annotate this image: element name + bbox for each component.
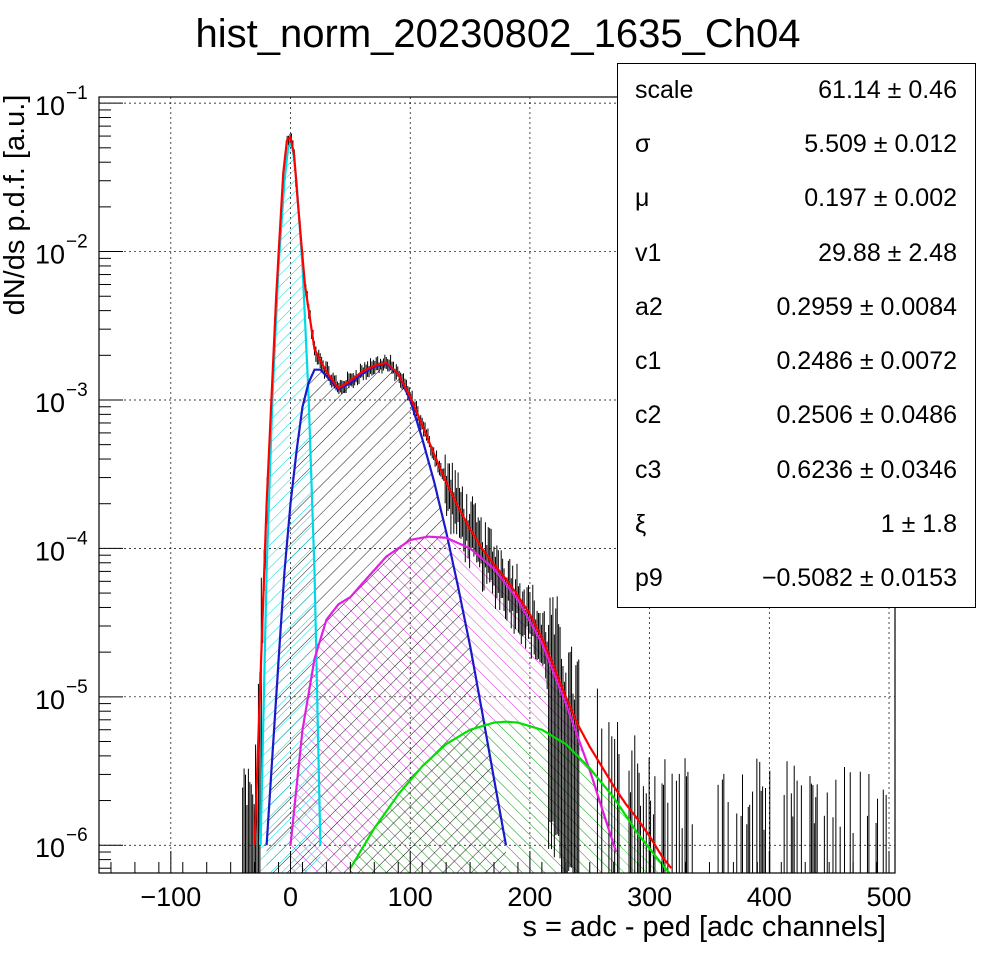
x-axis-label: s = adc - ped [adc channels] xyxy=(522,911,886,943)
fit-curve-line xyxy=(259,141,322,846)
stats-param-name: σ xyxy=(635,130,651,158)
fit-stats-box: scale 61.14 ± 0.46 σ 5.509 ± 0.012 μ 0.1… xyxy=(617,63,976,608)
y-tick-exponent: −6 xyxy=(66,825,88,846)
stats-param-value: 0.197 ± 0.002 xyxy=(804,184,957,212)
stats-param-value: 5.509 ± 0.012 xyxy=(804,130,957,158)
y-tick-exponent: −1 xyxy=(66,83,88,104)
stats-param-name: scale xyxy=(635,76,694,104)
y-tick-label: 10 xyxy=(35,91,65,121)
y-tick-label: 10 xyxy=(35,240,65,270)
y-tick-exponent: −2 xyxy=(66,232,88,253)
fit-curve-line xyxy=(349,720,671,873)
x-tick-label: 100 xyxy=(388,882,433,912)
y-tick-exponent: −5 xyxy=(66,677,88,698)
fit-curve-line xyxy=(289,535,618,853)
stats-param-name: ξ xyxy=(635,510,647,538)
stats-row-scale: scale 61.14 ± 0.46 xyxy=(618,64,975,118)
stats-param-value: 0.2486 ± 0.0072 xyxy=(776,347,957,375)
stats-row-mu: μ 0.197 ± 0.002 xyxy=(618,172,975,226)
stats-row-c1: c1 0.2486 ± 0.0072 xyxy=(618,335,975,389)
y-tick-label: 10 xyxy=(35,685,65,715)
stats-row-a2: a2 0.2959 ± 0.0084 xyxy=(618,281,975,335)
y-tick-label: 10 xyxy=(35,388,65,418)
stats-param-value: 29.88 ± 2.48 xyxy=(818,239,957,267)
stats-row-v1: v1 29.88 ± 2.48 xyxy=(618,227,975,281)
stats-row-sigma: σ 5.509 ± 0.012 xyxy=(618,118,975,172)
stats-param-name: p9 xyxy=(635,564,663,592)
stats-row-c2: c2 0.2506 ± 0.0486 xyxy=(618,389,975,443)
y-tick-exponent: −4 xyxy=(66,528,88,549)
stats-param-name: c2 xyxy=(635,401,662,429)
y-tick-label: 10 xyxy=(35,536,65,566)
stats-param-name: c3 xyxy=(635,456,662,484)
stats-row-c3: c3 0.6236 ± 0.0346 xyxy=(618,444,975,498)
x-tick-label: 400 xyxy=(747,882,792,912)
stats-param-value: 0.2506 ± 0.0486 xyxy=(776,401,957,429)
x-tick-label: 200 xyxy=(507,882,552,912)
fit-curves xyxy=(253,135,673,873)
fit-curve-line xyxy=(253,135,673,869)
stats-param-name: c1 xyxy=(635,347,662,375)
y-axis-label: dN/ds p.d.f. [a.u.] xyxy=(0,94,31,316)
y-tick-label: 10 xyxy=(35,833,65,863)
x-tick-label: −100 xyxy=(140,882,201,912)
stats-param-name: v1 xyxy=(635,239,662,267)
stats-param-value: 0.2959 ± 0.0084 xyxy=(776,293,957,321)
stats-param-value: −0.5082 ± 0.0153 xyxy=(761,564,957,592)
stats-row-p9: p9 −0.5082 ± 0.0153 xyxy=(618,552,975,606)
x-tick-label: 500 xyxy=(866,882,911,912)
stats-param-name: a2 xyxy=(635,293,663,321)
chart-title: hist_norm_20230802_1635_Ch04 xyxy=(195,12,801,56)
stats-row-xi: ξ 1 ± 1.8 xyxy=(618,498,975,552)
stats-param-value: 1 ± 1.8 xyxy=(880,510,957,538)
x-tick-label: 0 xyxy=(283,882,298,912)
y-tick-exponent: −3 xyxy=(66,380,88,401)
component-fill-area xyxy=(266,363,506,873)
stats-param-value: 0.6236 ± 0.0346 xyxy=(776,456,957,484)
stats-param-name: μ xyxy=(635,184,650,212)
x-tick-label: 300 xyxy=(627,882,672,912)
axis-ticks: −100 0 100 200 300 400 50010−610−510−410−310−2… xyxy=(35,83,912,912)
stats-param-value: 61.14 ± 0.46 xyxy=(818,76,957,104)
